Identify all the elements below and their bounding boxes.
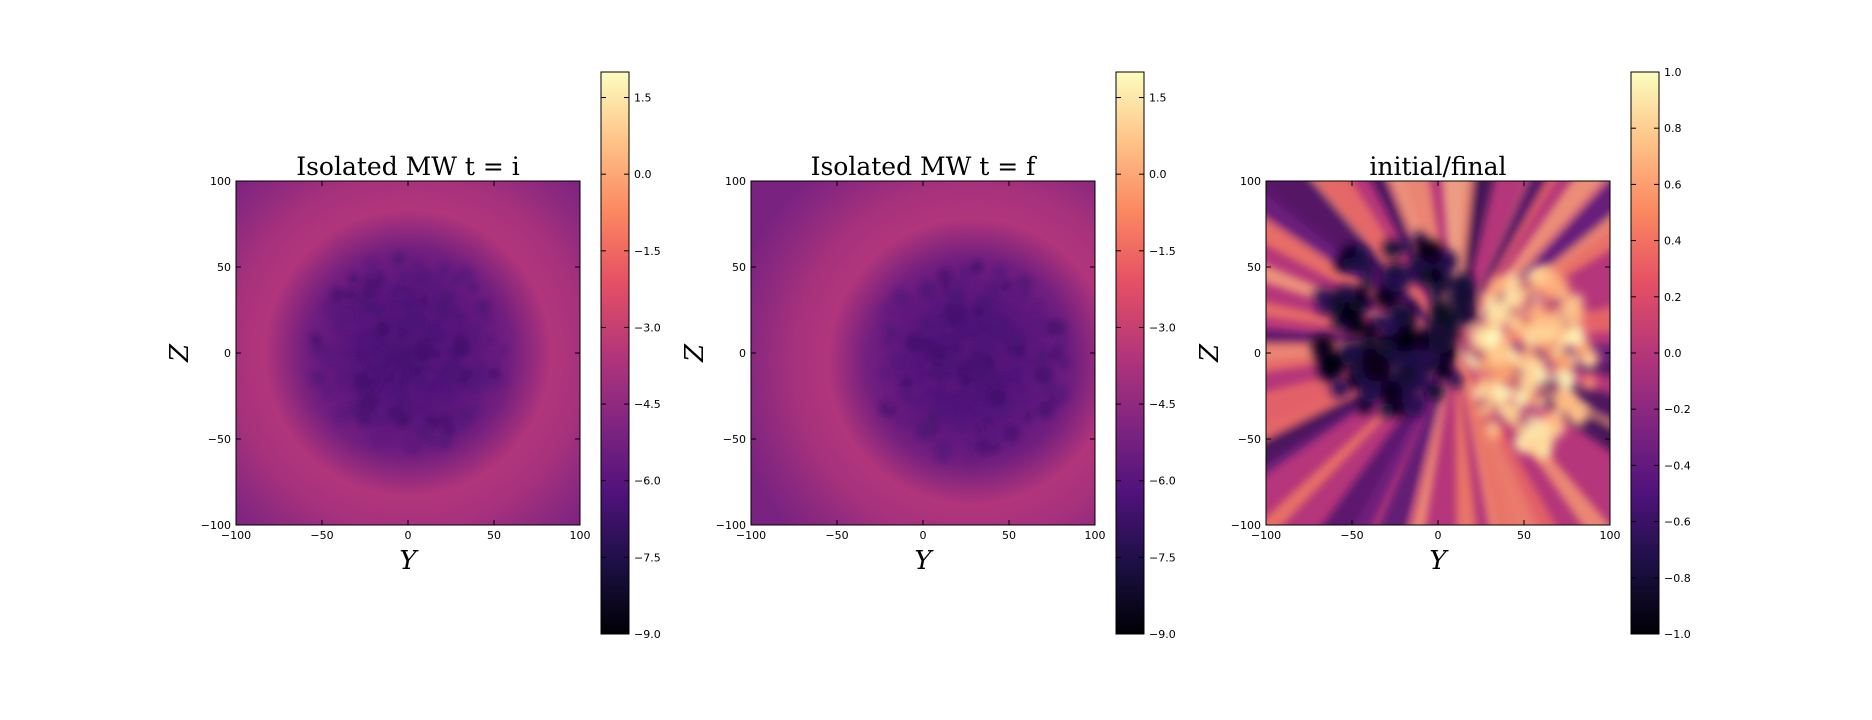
x-tick-label: 50: [487, 529, 501, 542]
colorbar-tick-label: −1.0: [1664, 628, 1691, 641]
y-tick-label: −100: [716, 519, 746, 532]
y-tick-label: 100: [725, 175, 746, 188]
y-axis-label: Z: [680, 343, 710, 363]
colorbar: −1.0 −0.8 −0.6 −0.4 −0.2 0.0 0.2 0.4 0.6 0.8 1.0: [1630, 66, 1691, 641]
colorbar-tick-label: −1.5: [634, 245, 661, 258]
colorbar-tick-label: 0.0: [1149, 168, 1167, 181]
colorbar-gradient: [601, 72, 629, 634]
x-tick-label: −50: [1340, 529, 1363, 542]
y-tick-label: 50: [732, 261, 746, 274]
x-axis-label: Y: [399, 546, 419, 576]
y-tick-label: −100: [1231, 519, 1261, 532]
colorbar-tick-label: −1.5: [1149, 245, 1176, 258]
colorbar-tick-label: 0.4: [1664, 235, 1682, 248]
colorbar-tick-label: −6.0: [1149, 475, 1176, 488]
colorbar: −9.0 −7.5 −6.0 −4.5 −3.0 −1.5 0.0 1.5: [600, 71, 661, 641]
y-tick-label: 100: [210, 175, 231, 188]
heatmap-image: [236, 181, 580, 525]
colorbar-tick-label: 0.8: [1664, 122, 1682, 135]
heatmap-panel-2: Isolated MW t = f −100 −50 0 50 100 −100 −50 0 50…: [680, 71, 1176, 641]
colorbar-tick-label: −9.0: [1149, 628, 1176, 641]
y-tick-label: 100: [1240, 175, 1261, 188]
colorbar-tick-label: 0.0: [634, 168, 652, 181]
x-tick-label: −100: [1251, 529, 1281, 542]
y-tick-label: −50: [208, 433, 231, 446]
panel-title: initial/final: [1369, 152, 1506, 181]
x-tick-label: 0: [405, 529, 412, 542]
heatmap-image: [751, 181, 1095, 525]
colorbar-tick-label: −0.4: [1664, 459, 1691, 472]
colorbar-tick-label: −0.6: [1664, 516, 1691, 529]
colorbar-gradient: [1116, 72, 1144, 634]
colorbar-tick-label: 0.0: [1664, 347, 1682, 360]
heatmap-image: [1266, 181, 1610, 525]
colorbar-tick-label: −0.2: [1664, 403, 1691, 416]
colorbar-tick-label: 1.5: [1149, 92, 1167, 105]
y-tick-label: 0: [224, 347, 231, 360]
panel-title: Isolated MW t = i: [296, 152, 520, 181]
x-tick-label: 100: [1600, 529, 1621, 542]
colorbar-tick-label: −3.0: [1149, 321, 1176, 334]
x-tick-label: −100: [221, 529, 251, 542]
y-axis-label: Z: [165, 343, 195, 363]
colorbar-tick-label: −7.5: [1149, 551, 1176, 564]
colorbar-tick-label: 1.5: [634, 92, 652, 105]
colorbar-tick-label: −9.0: [634, 628, 661, 641]
y-tick-label: 0: [1254, 347, 1261, 360]
y-tick-label: −50: [1238, 433, 1261, 446]
heatmap-panel-3: initial/final −100 −50 0 50 100 −100 −50 0 50 100 Y…: [1195, 66, 1691, 641]
x-tick-label: 0: [1435, 529, 1442, 542]
x-tick-label: 100: [570, 529, 591, 542]
panels: Isolated MW t = i −100 −50 0 50 100 −100 −50 0 50…: [165, 66, 1691, 641]
x-axis-label: Y: [1429, 546, 1449, 576]
y-tick-label: 0: [739, 347, 746, 360]
x-tick-label: 0: [920, 529, 927, 542]
y-tick-label: 50: [217, 261, 231, 274]
y-tick-label: −50: [723, 433, 746, 446]
panel-title: Isolated MW t = f: [811, 152, 1038, 181]
colorbar-tick-label: −4.5: [1149, 398, 1176, 411]
y-axis-label: Z: [1195, 343, 1225, 363]
x-tick-label: −50: [825, 529, 848, 542]
x-tick-label: −50: [310, 529, 333, 542]
y-tick-label: −100: [201, 519, 231, 532]
colorbar-tick-label: 0.2: [1664, 291, 1682, 304]
colorbar-tick-label: 0.6: [1664, 178, 1682, 191]
x-tick-label: 100: [1085, 529, 1106, 542]
colorbar: −9.0 −7.5 −6.0 −4.5 −3.0 −1.5 0.0 1.5: [1115, 71, 1176, 641]
colorbar-tick-label: −7.5: [634, 551, 661, 564]
colorbar-tick-label: −6.0: [634, 475, 661, 488]
heatmap-panel-1: Isolated MW t = i −100 −50 0 50 100 −100 −50 0 50…: [165, 71, 661, 641]
x-tick-label: −100: [736, 529, 766, 542]
x-axis-label: Y: [914, 546, 934, 576]
colorbar-tick-label: −4.5: [634, 398, 661, 411]
colorbar-tick-label: 1.0: [1664, 66, 1682, 79]
x-tick-label: 50: [1517, 529, 1531, 542]
x-tick-label: 50: [1002, 529, 1016, 542]
colorbar-tick-label: −0.8: [1664, 572, 1691, 585]
y-tick-label: 50: [1247, 261, 1261, 274]
colorbar-tick-label: −3.0: [634, 321, 661, 334]
